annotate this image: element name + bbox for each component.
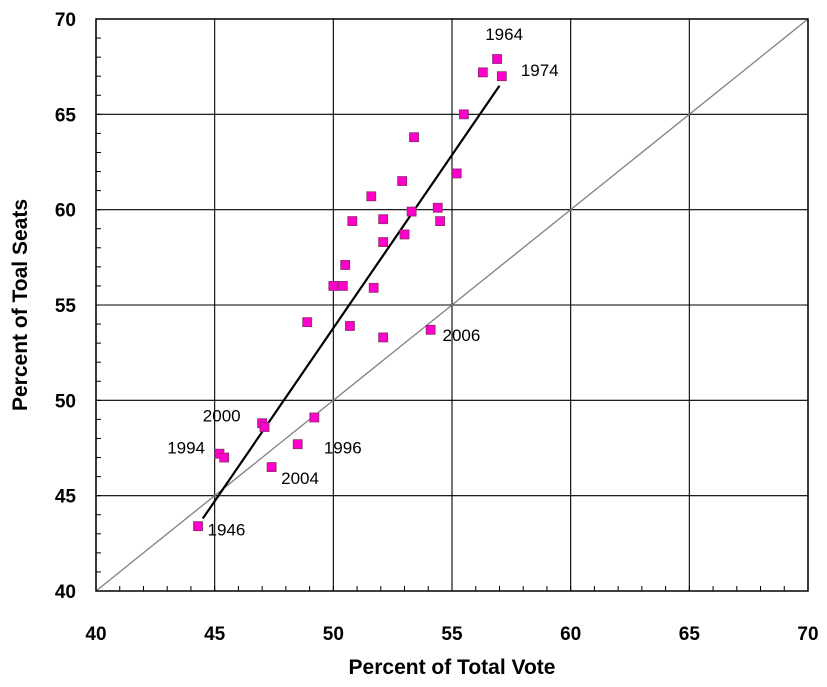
data-point	[259, 422, 270, 432]
y-tick-label: 50	[55, 391, 76, 412]
x-axis-tick-labels: 40 45 50 55 60 65 70	[85, 624, 818, 645]
data-point	[477, 67, 488, 78]
plot-border	[95, 18, 809, 592]
y-tick-label: 40	[55, 582, 76, 603]
x-tick-label: 40	[85, 624, 106, 645]
data-point	[219, 452, 230, 463]
data-point	[399, 229, 410, 240]
y-tick-label: 65	[55, 105, 77, 126]
y-axis-title: Percent of Toal Seats	[9, 199, 32, 411]
data-point	[378, 332, 389, 343]
x-tick-label: 50	[323, 624, 344, 645]
data-point	[345, 321, 355, 331]
year-label: 1946	[208, 521, 246, 540]
data-point	[266, 462, 277, 472]
x-tick-label: 70	[797, 624, 818, 645]
x-tick-label: 45	[204, 624, 226, 645]
equality-reference-line	[95, 18, 809, 592]
data-point	[302, 317, 313, 328]
x-tick-label: 60	[560, 624, 581, 645]
data-point	[496, 71, 507, 82]
data-point	[337, 281, 348, 291]
year-annotations: 1964 1974 2006 2000 1994 1996 2004 1946	[167, 25, 558, 540]
x-tick-label: 65	[679, 624, 701, 645]
data-points	[193, 54, 507, 532]
y-tick-label: 55	[55, 296, 77, 317]
data-point	[193, 521, 203, 532]
data-point	[366, 191, 377, 202]
year-label: 1964	[485, 25, 523, 44]
data-point	[435, 216, 446, 227]
data-point	[309, 412, 320, 423]
data-point	[409, 132, 419, 143]
year-label: 1996	[324, 439, 362, 458]
data-point	[458, 109, 469, 120]
year-label: 2000	[203, 406, 241, 425]
year-label: 1994	[167, 439, 205, 458]
data-point	[368, 282, 379, 293]
data-point	[378, 237, 389, 247]
x-axis-title: Percent of Total Vote	[349, 656, 556, 679]
data-point	[492, 54, 502, 64]
y-tick-label: 70	[55, 10, 76, 31]
data-point	[347, 216, 358, 227]
x-tick-label: 55	[441, 624, 463, 645]
y-tick-label: 60	[55, 201, 76, 222]
data-point	[432, 202, 443, 213]
y-tick-label: 45	[55, 487, 77, 508]
data-point	[378, 214, 389, 225]
minor-ticks	[95, 18, 809, 592]
y-axis-tick-labels: 40 45 50 55 60 65 70	[55, 10, 77, 603]
year-label: 2004	[281, 469, 319, 488]
data-point	[397, 176, 408, 186]
data-point	[451, 168, 462, 179]
data-point	[340, 260, 351, 270]
data-point	[406, 206, 417, 217]
trend-line	[201, 85, 501, 520]
data-point	[328, 281, 339, 291]
year-label: 2006	[443, 326, 481, 345]
data-point	[425, 324, 436, 335]
data-point	[292, 439, 303, 450]
year-label: 1974	[521, 61, 559, 80]
